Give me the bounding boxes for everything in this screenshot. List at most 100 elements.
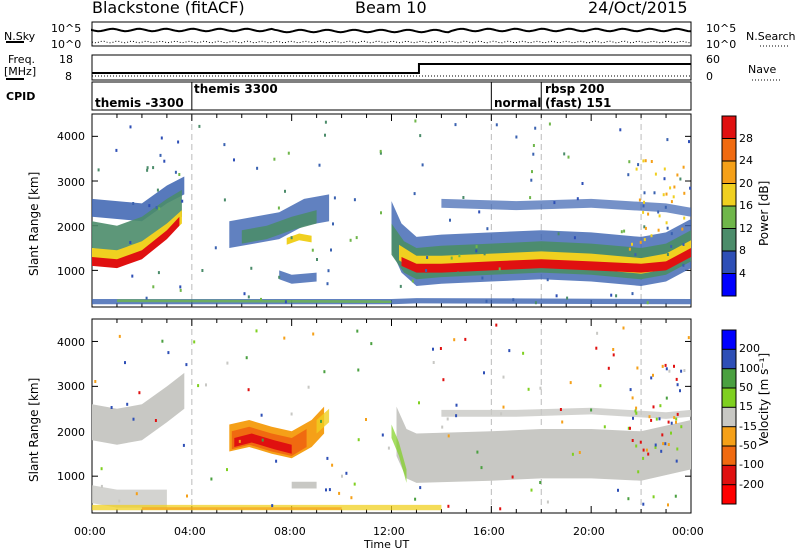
vel-scatter-dot — [612, 353, 615, 357]
colorbar-swatch-1-5 — [722, 426, 736, 447]
vel-scatter-dot — [668, 369, 671, 373]
power-scatter-dot — [223, 198, 226, 202]
power-scatter-dot — [475, 245, 478, 249]
vel-scatter-dot-late — [680, 425, 683, 429]
power-scatter-dot — [247, 295, 250, 299]
power-scatter-dot — [623, 229, 626, 233]
power-scatter-dot — [555, 294, 558, 298]
power-scatter-dot-late — [664, 205, 667, 209]
vel-scatter-dot — [439, 347, 442, 350]
velocity-colorbar-tick-label: 15 — [739, 400, 753, 414]
colorbar-swatch-0-7 — [722, 116, 736, 139]
vel-scatter-dot-late — [679, 389, 681, 393]
vel-scatter-dot — [126, 402, 129, 406]
vel-scatter-dot — [511, 475, 514, 479]
power-scatter-dot — [688, 140, 690, 144]
power-scatter-dot — [486, 227, 489, 231]
vel-scatter-dot-late — [673, 364, 675, 368]
power-scatter-dot — [627, 173, 630, 177]
vel-scatter-dot — [603, 425, 606, 429]
power-scatter-dot — [379, 149, 382, 153]
power-colorbar-tick-label: 20 — [739, 176, 753, 190]
power-scatter-dot — [475, 249, 478, 253]
vel-ylabel: Slant Range [km] — [27, 377, 41, 482]
vel-scatter-dot — [508, 349, 511, 353]
power-scatter-dot — [421, 163, 424, 167]
power-scatter-dot — [628, 160, 631, 164]
power-scatter-dot — [146, 168, 149, 172]
xtick-6: 00:00 — [672, 525, 704, 538]
power-scatter-dot — [129, 125, 132, 129]
vel-scatter-dot-late — [654, 443, 657, 447]
colorbar-swatch-1-1 — [722, 349, 736, 370]
vel-scatter-dot — [365, 418, 367, 421]
vel-scatter-dot-late — [676, 412, 679, 416]
vel-scatter-dot — [627, 497, 630, 501]
colorbar-swatch-1-0 — [722, 330, 736, 350]
power-scatter-dot — [620, 230, 623, 234]
power-scatter-dot — [399, 284, 402, 288]
power-scatter-dot — [689, 186, 692, 190]
power-scatter-dot — [316, 258, 318, 261]
power-scatter-dot — [148, 204, 151, 208]
vel-scatter-dot — [326, 456, 329, 460]
power-scatter-dot — [512, 298, 515, 302]
freq-series — [92, 63, 691, 74]
vel-scatter-dot — [387, 446, 390, 450]
vel-scatter-dot-late — [676, 447, 679, 451]
vel-scatter-dot — [345, 471, 348, 475]
velocity-colorbar-tick-label: -200 — [739, 477, 764, 491]
power-scatter-dot — [531, 170, 533, 174]
power-scatter-dot — [131, 274, 134, 278]
power-scatter-dot — [273, 157, 276, 161]
power-scatter-dot — [515, 135, 518, 139]
vel-scatter-dot — [667, 420, 670, 424]
vel-scatter-dot — [210, 477, 213, 481]
vel-scatter-dot — [275, 459, 278, 463]
vel-scatter-dot — [331, 463, 334, 467]
power-scatter-dot — [159, 153, 162, 157]
power-scatter-dot — [462, 196, 465, 199]
vel-scatter-dot — [546, 500, 549, 504]
vel-scatter-dot — [502, 375, 505, 379]
power-scatter-dot — [481, 276, 484, 280]
vel-scatter-dot — [182, 443, 185, 447]
power-scatter-dot — [666, 253, 669, 256]
power-scatter-dot — [349, 238, 352, 242]
vel-scatter-dot — [453, 338, 456, 342]
power-scatter-dot-late — [665, 221, 668, 225]
vel-scatter-dot-late — [650, 376, 653, 380]
vel-scatter-dot — [320, 419, 322, 423]
power-scatter-dot — [318, 163, 321, 167]
colorbar-swatch-0-2 — [722, 228, 736, 252]
vel-scatter-dot — [118, 499, 121, 503]
vel-scatter-dot-late — [675, 420, 677, 424]
vel-scatter-dot — [595, 346, 598, 350]
power-scatter-dot — [284, 189, 286, 193]
power-scatter-dot — [327, 269, 330, 273]
vel-scatter-dot — [675, 459, 678, 463]
power-scatter-dot — [631, 292, 634, 296]
vel-scatter-dot — [447, 504, 450, 508]
velocity-colorbar-tick-label: -15 — [739, 419, 757, 433]
nsearch-bottom-tick: 10^0 — [706, 38, 737, 51]
power-scatter-dot-late — [644, 226, 647, 230]
vel-scatter-dot — [502, 405, 505, 409]
power-scatter-dot — [458, 254, 461, 258]
vel-scatter-dot — [590, 408, 593, 412]
power-scatter-dot — [157, 271, 160, 275]
vel-scatter-dot — [261, 438, 264, 442]
velocity-colorbar-tick-label: 200 — [739, 342, 760, 356]
velocity-colorbar-tick-label: -50 — [739, 439, 757, 452]
power-scatter-dot — [682, 263, 685, 267]
power-scatter-dot — [181, 199, 184, 203]
vel-scatter-dot — [664, 363, 667, 367]
power-scatter-dot — [163, 159, 166, 163]
vel-scatter-dot — [665, 396, 668, 400]
vel-scatter-dot — [110, 406, 113, 409]
power-scatter-dot — [223, 143, 226, 147]
colorbar-swatch-1-8 — [722, 484, 736, 505]
xtick-5: 20:00 — [573, 525, 605, 538]
vel-scatter-dot — [167, 351, 170, 355]
vel-scatter-dot-late — [654, 445, 657, 449]
